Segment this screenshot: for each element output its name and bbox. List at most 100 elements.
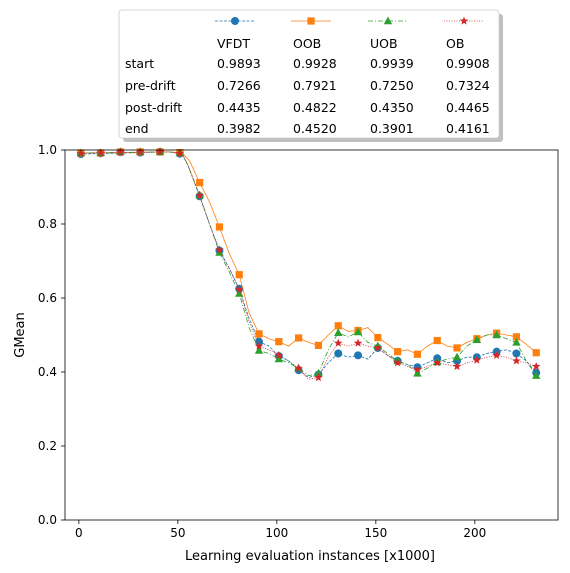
data-point-oob [453, 344, 461, 352]
legend-header-oob: OOB [293, 36, 321, 51]
data-point-ob [76, 148, 86, 157]
data-point-ob [116, 147, 125, 156]
x-tick-label: 150 [364, 526, 387, 540]
data-point-ob [135, 147, 145, 156]
plot-background [65, 150, 558, 520]
table-cell: 0.4435 [217, 100, 261, 115]
data-point-oob [215, 223, 224, 231]
x-axis-label: Learning evaluation instances [x1000] [185, 549, 435, 564]
legend-header-vfdt: VFDT [217, 36, 250, 51]
data-point-oob [334, 322, 342, 330]
plot-area [65, 147, 558, 520]
data-point-oob [196, 178, 204, 187]
data-point-ob [195, 191, 204, 200]
data-point-vfdt [512, 349, 521, 358]
legend-marker-ob [459, 16, 469, 25]
table-cell: 0.4350 [370, 100, 414, 115]
data-point-oob [255, 330, 263, 338]
data-point-uob [334, 328, 343, 336]
x-tick-label: 200 [463, 526, 486, 540]
data-point-oob [374, 333, 382, 342]
data-point-ob [96, 148, 105, 157]
data-point-uob [512, 337, 521, 346]
data-point-uob [235, 289, 244, 297]
data-point-vfdt [354, 351, 363, 360]
data-point-uob [314, 368, 323, 377]
table-cell: 0.7921 [293, 78, 337, 93]
data-point-ob [393, 358, 402, 367]
legend-header-ob: OB [446, 36, 464, 51]
series-ob [76, 147, 541, 382]
table-cell: 0.9908 [446, 56, 490, 71]
x-tick-label: 0 [75, 526, 83, 540]
data-point-ob [373, 343, 383, 352]
table-cell: 0.9893 [217, 56, 261, 71]
table-cell: 0.9928 [293, 56, 337, 71]
data-point-ob [175, 148, 185, 157]
data-point-ob [314, 373, 323, 382]
table-cell: 0.3901 [370, 121, 414, 136]
legend-marker-vfdt [231, 17, 239, 25]
legend-box: VFDT OOB UOB OB start 0.9893 0.9928 0.9939 0.990… [118, 9, 503, 142]
data-point-uob [492, 330, 501, 339]
x-tick-label: 50 [170, 526, 185, 540]
table-cell: 0.7250 [370, 78, 414, 93]
data-point-uob [353, 327, 363, 336]
data-point-vfdt [334, 349, 343, 358]
table-cell: 0.7324 [446, 78, 490, 93]
data-point-oob [532, 349, 540, 357]
data-point-uob [254, 346, 264, 354]
data-point-ob [333, 338, 343, 347]
data-point-uob [452, 352, 462, 361]
data-point-ob [492, 350, 501, 359]
table-row-label: end [125, 121, 149, 136]
table-row-label: start [125, 56, 154, 71]
data-point-oob [394, 348, 402, 356]
data-point-oob [295, 334, 303, 342]
table-cell: 0.7266 [217, 78, 261, 93]
data-point-ob [413, 364, 422, 374]
legend-frame [118, 9, 500, 139]
data-point-ob [452, 361, 462, 371]
data-point-oob [314, 341, 323, 349]
data-point-uob [274, 354, 284, 363]
data-point-ob [512, 356, 521, 365]
data-point-uob [413, 368, 422, 377]
data-point-oob [512, 333, 521, 341]
data-point-ob [254, 341, 264, 350]
table-row-label: pre-drift [125, 78, 176, 93]
data-point-oob [433, 336, 441, 345]
data-point-ob [155, 147, 165, 156]
data-point-ob [234, 284, 244, 294]
data-point-uob [472, 335, 482, 344]
y-axis-label: GMean [13, 312, 28, 358]
data-point-ob [353, 338, 363, 347]
data-point-ob [531, 361, 541, 371]
legend-marker-uob [383, 16, 393, 25]
y-tick-label: 0.8 [38, 217, 57, 231]
table-cell: 0.4520 [293, 121, 337, 136]
data-point-uob [215, 247, 224, 256]
data-point-ob [294, 363, 303, 372]
data-point-oob [413, 350, 422, 358]
data-point-ob [432, 358, 442, 367]
axes: 0 50 100 150 200 0.0 0.2 0.4 0.6 0.8 1.0 [38, 143, 559, 540]
legend-header-uob: UOB [370, 36, 398, 51]
table-cell: 0.9939 [370, 56, 414, 71]
y-tick-label: 1.0 [38, 143, 57, 157]
legend-marker-oob [307, 17, 315, 25]
table-cell: 0.3982 [217, 121, 261, 136]
data-point-ob [274, 350, 284, 359]
table-cell: 0.4161 [446, 121, 490, 136]
data-point-ob [215, 245, 224, 254]
y-tick-label: 0.0 [38, 513, 57, 527]
table-cell: 0.4822 [293, 100, 337, 115]
y-tick-label: 0.2 [38, 439, 57, 453]
series-line-uob [78, 151, 537, 377]
table-row-label: post-drift [125, 100, 182, 115]
data-point-oob [235, 271, 243, 279]
x-tick-label: 100 [265, 526, 288, 540]
table-cell: 0.4465 [446, 100, 490, 115]
y-tick-label: 0.4 [38, 365, 57, 379]
